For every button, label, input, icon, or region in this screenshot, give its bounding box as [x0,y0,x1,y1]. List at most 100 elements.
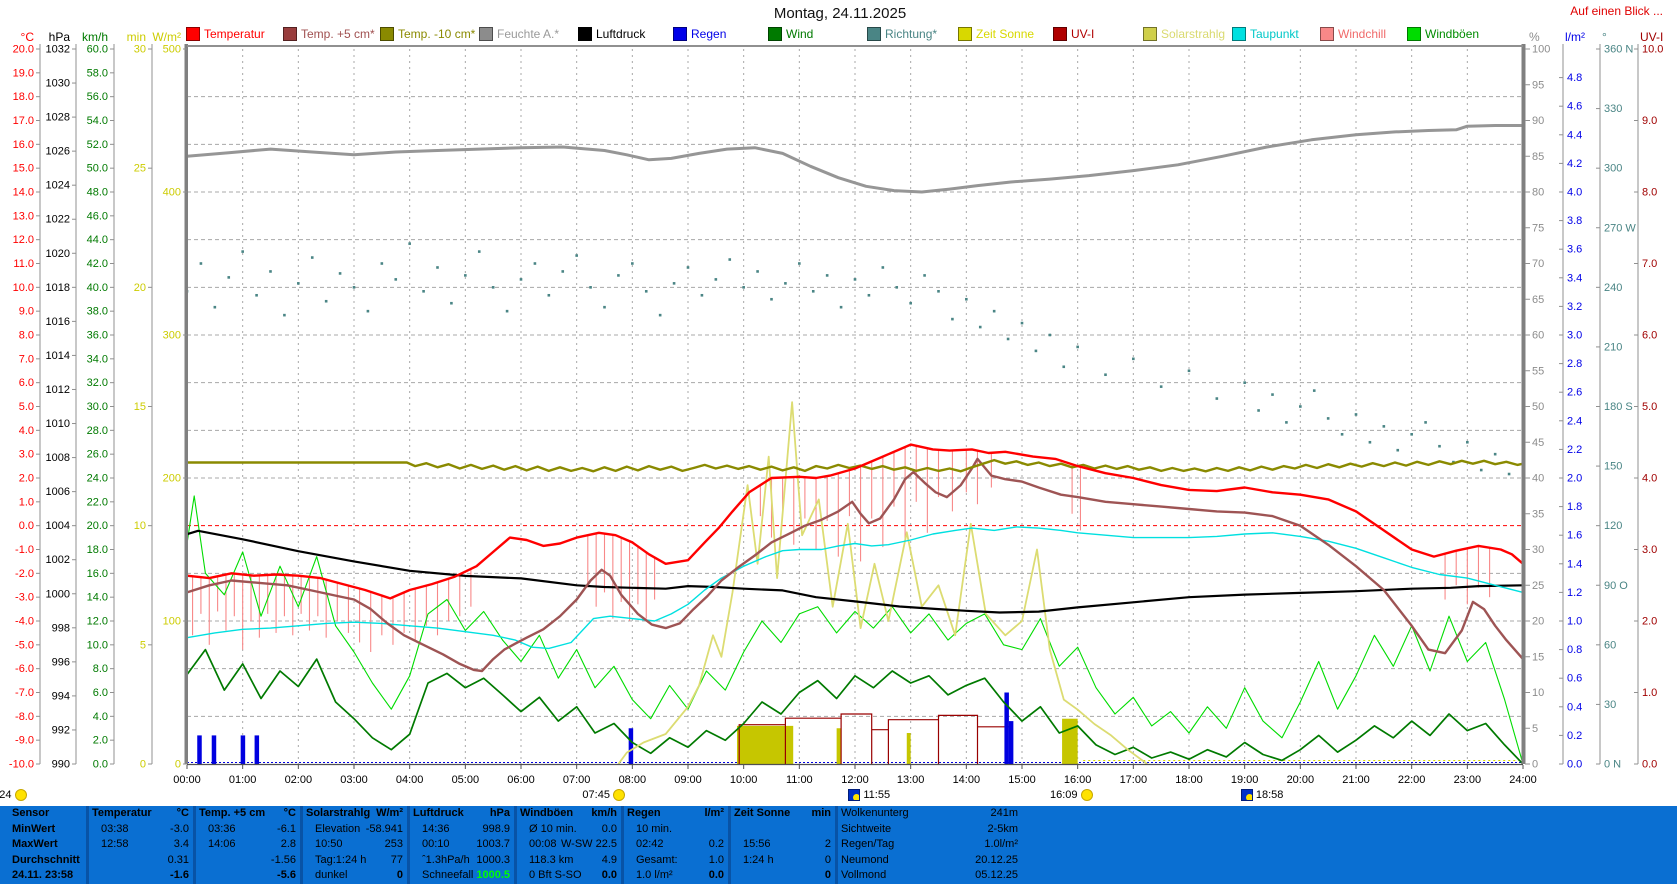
axis-degC: -10.0-9.0-8.0-7.0-6.0-5.0-4.0-3.0-2.0-1.… [9,30,40,771]
svg-text:20: 20 [1532,616,1544,628]
sensor-value-cell: Gesamt:1.0 [624,853,728,869]
marker-time: 08:24 [0,789,12,801]
svg-text:12.0: 12.0 [13,234,34,246]
svg-text:4.4: 4.4 [1567,129,1582,141]
svg-text:50.0: 50.0 [87,163,108,175]
axis-lm2: 0.00.20.40.60.81.01.21.41.61.82.02.22.42… [1559,30,1585,771]
svg-text:1.0: 1.0 [1642,687,1657,699]
svg-text:300: 300 [1604,163,1622,175]
svg-text:hPa: hPa [49,30,71,44]
svg-text:6.0: 6.0 [1642,330,1657,342]
svg-text:80: 80 [1532,187,1544,199]
sensor-value-cell: 10:50253 [303,837,407,853]
svg-text:32.0: 32.0 [87,377,108,389]
svg-text:15.0: 15.0 [13,163,34,175]
svg-text:2.0: 2.0 [1642,616,1657,628]
svg-text:0.6: 0.6 [1567,673,1582,685]
svg-text:26.0: 26.0 [87,449,108,461]
svg-text:5.0: 5.0 [1642,401,1657,413]
svg-text:360 N: 360 N [1604,44,1633,56]
svg-text:10.0: 10.0 [13,282,34,294]
svg-text:18.0: 18.0 [87,544,108,556]
svg-text:990: 990 [52,759,70,771]
svg-text:25: 25 [1532,580,1544,592]
svg-text:210: 210 [1604,341,1622,353]
svg-text:1012: 1012 [46,384,70,396]
svg-text:8.0: 8.0 [1642,187,1657,199]
svg-text:14.0: 14.0 [87,592,108,604]
sensor-row-label: MinWert [0,822,86,838]
svg-text:20.0: 20.0 [87,520,108,532]
svg-text:20.0: 20.0 [13,44,34,56]
svg-text:4.6: 4.6 [1567,101,1582,113]
svg-text:2.0: 2.0 [93,735,108,747]
svg-text:90: 90 [1532,115,1544,127]
svg-text:13.0: 13.0 [13,210,34,222]
svg-text:-10.0: -10.0 [9,759,34,771]
svg-text:18.0: 18.0 [13,91,34,103]
sensor-row-label: 24.11. 23:58 [0,868,86,884]
svg-text:60: 60 [1604,639,1616,651]
svg-text:58.0: 58.0 [87,67,108,79]
svg-text:min: min [127,30,146,44]
svg-text:W/m²: W/m² [152,30,181,44]
svg-text:46.0: 46.0 [87,210,108,222]
svg-text:500: 500 [163,44,181,56]
svg-text:°: ° [1602,30,1607,44]
svg-text:2.0: 2.0 [1567,473,1582,485]
svg-text:14.0: 14.0 [13,187,34,199]
svg-text:992: 992 [52,724,70,736]
svg-text:0 N: 0 N [1604,759,1621,771]
svg-text:22:00: 22:00 [1398,774,1426,786]
sunshine-blocks [737,719,1078,764]
svg-text:00:00: 00:00 [173,774,201,786]
svg-text:17:00: 17:00 [1120,774,1148,786]
grid [187,49,1523,764]
svg-text:11:00: 11:00 [786,774,813,786]
svg-text:0.2: 0.2 [1567,730,1582,742]
svg-text:6.0: 6.0 [93,687,108,699]
svg-text:2.8: 2.8 [1567,358,1582,370]
svg-text:1006: 1006 [46,486,70,498]
svg-text:4.0: 4.0 [93,711,108,723]
svg-text:-2.0: -2.0 [15,568,34,580]
svg-text:1004: 1004 [46,520,70,532]
sun-moon-markers: 08:2407:4511:5516:0918:58 [0,789,1677,805]
svg-text:994: 994 [52,690,70,702]
axis-hPa: 9909929949969981000100210041006100810101… [46,30,76,771]
axis-kmh: 0.02.04.06.08.010.012.014.016.018.020.02… [82,30,114,771]
svg-text:1.8: 1.8 [1567,501,1582,513]
sensor-value-cell: dunkel0 [303,868,407,884]
axis-deg: 0 N306090 O120150180 S210240270 W3003303… [1596,30,1636,771]
svg-text:30: 30 [1532,544,1544,556]
svg-text:100: 100 [163,616,181,628]
svg-text:1000: 1000 [46,588,70,600]
svg-text:03:00: 03:00 [340,774,368,786]
svg-text:180 S: 180 S [1604,401,1633,413]
sensor-value-cell: 0 [731,868,835,884]
moon-event-marker: 08:24 [0,789,27,801]
svg-text:21:00: 21:00 [1342,774,1370,786]
sensor-status-bar: SensorTemperatur°CTemp. +5 cm°CSolarstra… [0,806,1677,884]
svg-text:95: 95 [1532,79,1544,91]
svg-text:10.0: 10.0 [87,639,108,651]
svg-text:1018: 1018 [46,282,70,294]
sensor-column-header: Windböenkm/h [517,806,621,822]
sensor-value-cell: ˆ1.3hPa/h1000.3 [410,853,514,869]
svg-text:300: 300 [163,330,181,342]
svg-text:km/h: km/h [82,30,108,44]
sensor-column-header: Regenl/m² [624,806,728,822]
svg-text:08:00: 08:00 [619,774,647,786]
svg-text:270 W: 270 W [1604,222,1636,234]
svg-text:330: 330 [1604,103,1622,115]
svg-text:1002: 1002 [46,554,70,566]
svg-text:15: 15 [1532,651,1544,663]
svg-text:30.0: 30.0 [87,401,108,413]
svg-text:2.6: 2.6 [1567,387,1582,399]
svg-text:998: 998 [52,622,70,634]
svg-text:04:00: 04:00 [396,774,424,786]
svg-text:240: 240 [1604,282,1622,294]
svg-text:3.0: 3.0 [1567,330,1582,342]
sensor-value-cell: Elevation-58.941 [303,822,407,838]
svg-text:02:00: 02:00 [285,774,313,786]
